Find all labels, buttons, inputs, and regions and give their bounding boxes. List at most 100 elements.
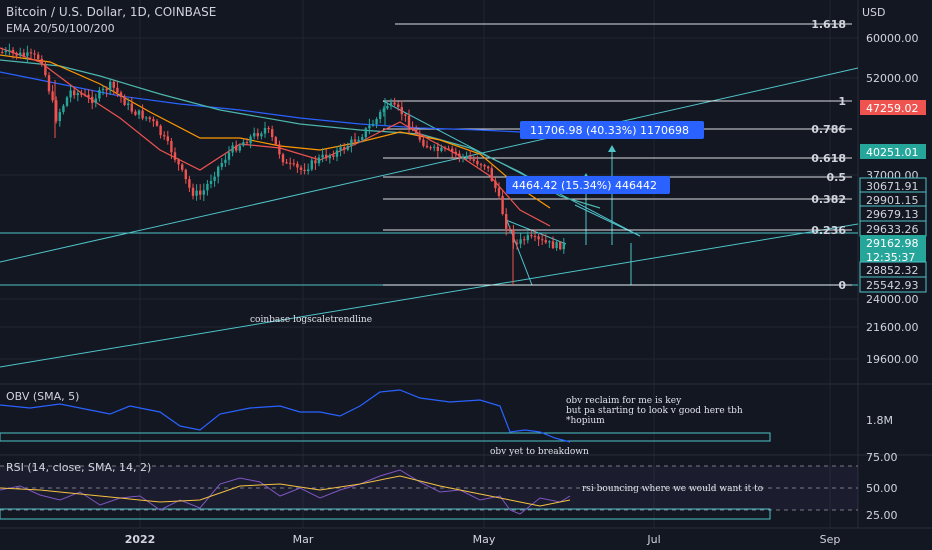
candle-body (195, 190, 198, 196)
candle-body (393, 102, 396, 105)
candle-body (429, 147, 432, 149)
candle-body (238, 145, 241, 151)
ema-50-line (0, 54, 551, 209)
candle-body (551, 241, 555, 249)
candle-body (526, 235, 529, 241)
rsi-tick-label: 25.00 (866, 509, 898, 522)
candle-body (555, 242, 558, 249)
ema-20-line (0, 47, 551, 227)
candle-body (217, 166, 220, 177)
candle-body (476, 160, 479, 165)
candle-body (382, 108, 385, 113)
candle-body (123, 97, 126, 105)
candle-body (55, 100, 58, 122)
candle-body (404, 114, 407, 116)
candle-body (94, 98, 97, 103)
candle-body (281, 154, 285, 163)
candle-body (411, 127, 414, 131)
candle-body (285, 162, 288, 164)
price-label-box (860, 249, 926, 264)
price-label: 12:35:37 (866, 251, 915, 264)
candle-body (562, 242, 565, 250)
candle-body (350, 139, 353, 146)
candle-body (11, 49, 15, 54)
candle-body (458, 153, 461, 157)
currency-label: USD (862, 6, 886, 19)
candle-body (91, 96, 94, 103)
fib-level-labels: 1.618 1 0.786 0.618 0.5 0.382 0.236 0 (811, 18, 846, 292)
candle-body (278, 144, 281, 155)
candle-body (109, 81, 112, 91)
candle-body (148, 117, 151, 120)
candle-body (418, 133, 421, 140)
candle-body (177, 159, 180, 165)
candle-body (274, 137, 277, 145)
time-tick-label: Jul (646, 533, 660, 546)
candle-body (249, 136, 252, 144)
candle-body (44, 64, 47, 76)
price-tick-label: 24000.00 (866, 293, 919, 306)
price-tick-label: 21600.00 (866, 321, 919, 334)
candle-body (307, 169, 310, 172)
candle-body (357, 139, 360, 142)
price-label: 28852.32 (866, 264, 919, 277)
candle-body (4, 50, 7, 53)
candle-body (361, 137, 364, 140)
candle-body (314, 160, 317, 164)
candle-body (368, 125, 371, 129)
candle-body (271, 129, 274, 138)
candle-body (425, 145, 429, 148)
obv-tick: 1.8M (866, 414, 893, 427)
candle-body (213, 176, 216, 181)
candle-body (407, 115, 411, 128)
candle-body (235, 145, 238, 151)
candle-body (389, 102, 393, 106)
candle-body (454, 151, 457, 154)
ema-200-line (0, 71, 521, 133)
candle-body (127, 103, 130, 105)
candle-body (98, 90, 101, 99)
candle-body (310, 160, 313, 170)
candle-body (375, 119, 378, 125)
price-label-box (859, 276, 927, 293)
price-label: 25542.93 (866, 279, 919, 292)
candle-body (40, 58, 43, 65)
candle-body (415, 130, 418, 134)
rsi-tick-label: 75.00 (866, 451, 898, 464)
measure-box-1-text: 11706.98 (40.33%) 1170698 (530, 124, 689, 137)
price-label-box (860, 144, 926, 159)
fib-label-0: 0 (838, 279, 846, 292)
obv-range-box (0, 432, 771, 442)
fib-label-0.786: 0.786 (811, 123, 846, 136)
candlestick-series (1, 43, 565, 285)
price-label-box (860, 100, 926, 115)
candle-body (62, 105, 65, 113)
candle-body (51, 91, 54, 101)
candle-body (530, 235, 533, 237)
candle-body (303, 169, 306, 172)
candle-body (371, 124, 375, 126)
candle-body (65, 97, 69, 106)
candle-body (163, 135, 166, 137)
candle-body (137, 110, 141, 115)
candle-body (483, 165, 486, 167)
candle-body (440, 147, 443, 151)
candle-body (15, 53, 18, 56)
time-tick-label: May (473, 533, 496, 546)
candle-body (451, 148, 454, 152)
obv-note-1: obv reclaim for me is key (566, 396, 682, 406)
candle-body (267, 128, 270, 130)
price-tick-label: 60000.00 (866, 32, 919, 45)
candle-body (299, 167, 303, 170)
time-tick-label: 2022 (125, 533, 156, 546)
candle-body (184, 169, 187, 180)
rsi-line (0, 469, 571, 515)
candle-body (33, 53, 36, 55)
fib-label-0.618: 0.618 (811, 152, 846, 165)
rsi-tick-label: 50.00 (866, 482, 898, 495)
grid-lines (0, 0, 858, 528)
candle-body (159, 125, 162, 136)
time-axis[interactable]: 2022 Mar May Jul Sep (125, 533, 841, 546)
candle-body (76, 93, 79, 96)
